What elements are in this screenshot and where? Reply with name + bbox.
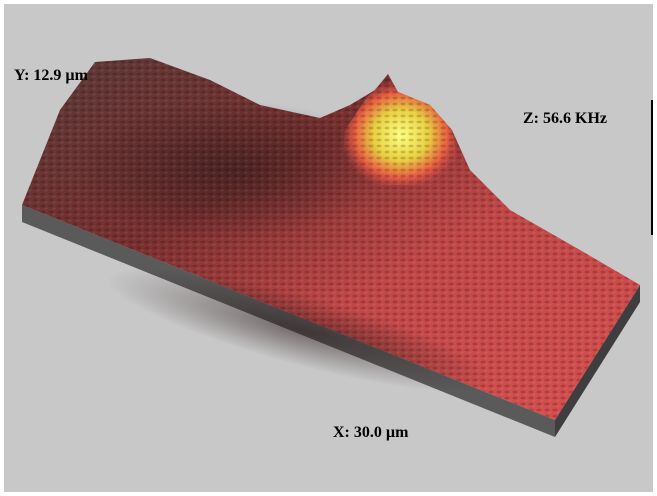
y-axis-label: Y: 12.9 µm — [14, 67, 89, 84]
surface-render: Y: 12.9 µm Z: 56.6 KHz X: 30.0 µm — [0, 0, 657, 496]
z-axis-label: Z: 56.6 KHz — [523, 110, 607, 127]
x-axis-label: X: 30.0 µm — [333, 424, 409, 441]
